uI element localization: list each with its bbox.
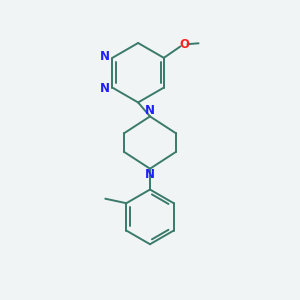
Text: N: N (100, 50, 110, 64)
Text: N: N (145, 168, 155, 181)
Text: N: N (100, 82, 110, 95)
Text: N: N (145, 104, 155, 117)
Text: O: O (179, 38, 189, 51)
